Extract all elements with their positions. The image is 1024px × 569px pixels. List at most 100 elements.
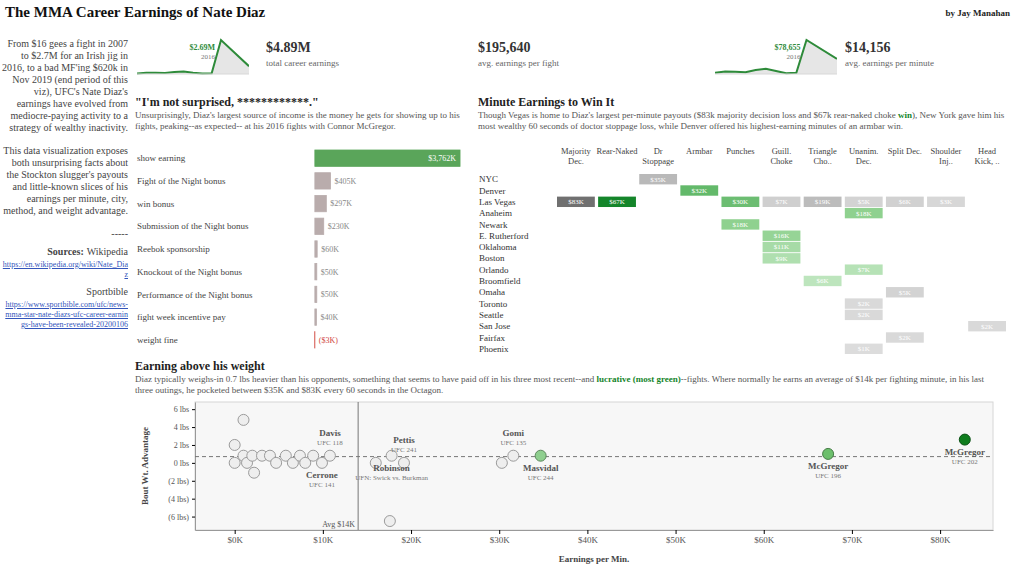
cell xyxy=(680,185,718,195)
x-axis: $0K$10K$20K$30K$40K$50K$60K$70K$80K xyxy=(196,530,994,545)
x-axis-tick-label: $20K xyxy=(402,535,423,545)
data-label: $50K xyxy=(321,268,339,277)
cell-label: $1K xyxy=(858,345,870,353)
cells xyxy=(557,174,1006,354)
data-label: $50K xyxy=(321,290,339,299)
kpi-value: $14,156 xyxy=(845,40,891,56)
row-labels: NYCDenverLas VegasAnaheimNewarkE. Ruther… xyxy=(479,174,529,354)
text-line: Guill. xyxy=(772,146,792,156)
chart-title: Minute Earnings to Win It xyxy=(478,95,614,110)
source-link: https://en.wikipedia.org/wiki/Nate_Diaz xyxy=(2,260,128,280)
cell xyxy=(886,287,924,297)
data-label: $405K xyxy=(334,177,356,186)
row-label: Anaheim xyxy=(479,208,512,218)
bar xyxy=(315,150,460,166)
row-label: NYC xyxy=(479,174,498,184)
chart-subtitle-part: win xyxy=(898,110,912,120)
bar xyxy=(315,218,324,234)
x-axis-tick-mark xyxy=(764,530,765,534)
x-axis-tick-label: $10K xyxy=(313,535,334,545)
chart-title: "I'm not surprised, ************." xyxy=(135,95,319,110)
row-label: Phoenix xyxy=(479,344,509,354)
cell xyxy=(721,219,759,229)
chart-subtitle: Unsurprisingly, Diaz's largest source of… xyxy=(135,110,465,132)
cell xyxy=(639,174,677,184)
column-header: Armbar xyxy=(686,146,713,156)
bar xyxy=(315,195,326,211)
cell-label: $7K xyxy=(775,198,787,206)
text-line: Armbar xyxy=(686,146,713,156)
category-label: Submission of the Night bonus xyxy=(137,221,249,231)
point-label: McGregor xyxy=(808,461,848,471)
cell-label: $2K xyxy=(899,334,911,342)
cell-label: $32K xyxy=(691,187,707,195)
source: Sources:Wikipedia xyxy=(2,246,128,258)
y-axis-tick-mark xyxy=(192,499,195,500)
row-label: Fairfax xyxy=(479,333,505,343)
point-event: UFN: Swick vs. Burkman xyxy=(355,474,428,482)
point-label: Gomi xyxy=(503,428,525,438)
x-axis-tick: $50K xyxy=(666,530,687,545)
bar xyxy=(315,241,317,257)
bars xyxy=(315,150,460,348)
cell xyxy=(845,208,883,218)
x-axis-tick: $60K xyxy=(754,530,775,545)
text-line: Dr xyxy=(654,146,663,156)
source-prefix: Sources: xyxy=(47,246,83,257)
x-axis-tick: $80K xyxy=(931,530,952,545)
scatter: $0K$10K$20K$30K$40K$50K$60K$70K$80K6 lbs… xyxy=(140,402,994,564)
point xyxy=(496,457,507,468)
cell-label: $7K xyxy=(858,266,870,274)
y-axis-tick-label: (4 lbs) xyxy=(168,495,189,504)
point-event: UFC 244 xyxy=(528,474,554,482)
point-label: Masvidal xyxy=(523,463,559,473)
point-labels: CerroneUFC 141DavisUFC 118RobinsonUFN: S… xyxy=(306,428,985,489)
point xyxy=(823,448,834,459)
y-axis-tick: 0 lbs xyxy=(174,459,195,468)
sparkline-plot xyxy=(137,40,249,74)
cell-label: $2K xyxy=(981,323,993,331)
chart-subtitle: Diaz typically weighs-in 0.7 lbs heavier… xyxy=(135,374,995,396)
category-label: win bonus xyxy=(137,199,175,209)
kpi-value: $4.89M xyxy=(266,40,311,56)
text-line: Punches xyxy=(726,146,754,156)
row-label: Denver xyxy=(479,186,506,196)
cell-label: $11K xyxy=(774,243,789,251)
point-event: UFC 241 xyxy=(391,446,417,454)
y-axis-tick-label: 2 lbs xyxy=(174,441,189,450)
sparkline-line xyxy=(715,40,837,73)
y-axis-tick-label: (6 lbs) xyxy=(168,513,189,522)
column-header: Split Dec. xyxy=(888,146,922,156)
cell xyxy=(557,197,595,207)
text-line: Dec. xyxy=(856,156,872,166)
y-axis-tick-mark xyxy=(192,517,195,518)
point xyxy=(959,434,970,445)
cell-label: $19K xyxy=(815,198,831,206)
title: The MMA Career Earnings of Nate Diaz xyxy=(5,4,265,21)
cell-label: $2K xyxy=(858,311,870,319)
row-label: Newark xyxy=(479,220,508,230)
bar xyxy=(315,173,331,189)
sidebar: From $16 gees a fight in 2007 to $2.7M f… xyxy=(2,38,128,330)
point-event: UFC 196 xyxy=(815,472,841,480)
column-headers: MajorityDec.Rear-NakedDrStoppageArmbarPu… xyxy=(561,146,1000,166)
cell xyxy=(763,197,801,207)
data-labels: $3,762K$405K$297K$230K$60K$50K$50K$40K($… xyxy=(319,154,456,345)
cell-label: $30K xyxy=(733,198,749,206)
y-axis-tick-label: 6 lbs xyxy=(174,405,189,414)
chart-subtitle-part: Unsurprisingly, Diaz's largest source of… xyxy=(135,110,460,131)
x-axis-tick: $30K xyxy=(490,530,511,545)
text-line: Shoulder xyxy=(931,146,962,156)
cell-label: $67K xyxy=(609,198,625,206)
sparkline-line xyxy=(137,40,249,74)
y-axis-tick-mark xyxy=(192,481,195,482)
cell-label: $3K xyxy=(940,198,952,206)
row-label: Orlando xyxy=(479,265,509,275)
x-axis-tick-mark xyxy=(852,530,853,534)
cell-label: $6K xyxy=(899,198,911,206)
point-label: Cerrone xyxy=(306,470,338,480)
text-line: Cho.. xyxy=(813,156,831,166)
cell xyxy=(804,276,842,286)
x-axis-tick-mark xyxy=(940,530,941,534)
x-axis-tick-label: $80K xyxy=(931,535,952,545)
